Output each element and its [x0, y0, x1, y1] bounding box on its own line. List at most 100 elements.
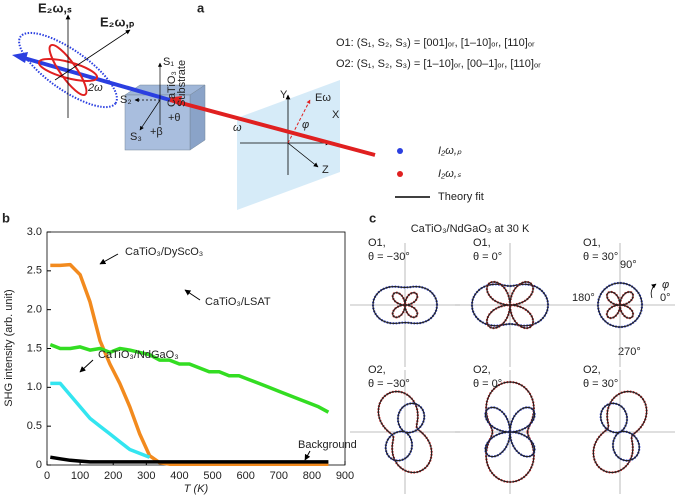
- pattern-p: [18, 31, 118, 109]
- plot-label: O1,: [583, 237, 601, 249]
- y-tick-label: 1.5: [27, 342, 42, 354]
- beta: +β: [150, 126, 163, 138]
- s1: S₁: [163, 56, 174, 68]
- legend-label: I₂ω,ₛ: [438, 168, 462, 180]
- series-annotation: CaTiO₃/LSAT: [205, 296, 271, 308]
- e-2w-s: E₂ω,ₛ: [38, 0, 72, 15]
- plot-label: O1,: [368, 237, 386, 249]
- legend-label: Theory fit: [438, 191, 484, 203]
- polar-fit: [392, 292, 418, 318]
- two-omega: 2ω: [87, 82, 103, 94]
- e-2w-p: E₂ω,ₚ: [100, 14, 135, 29]
- panel-b: b T (K) SHG intensity (arb. unit) 0 0.5 1.…: [2, 210, 357, 494]
- e-field: [287, 99, 311, 144]
- y-tick-label: 1.0: [27, 381, 42, 393]
- panel-a: a O1: (S₁, S₂, S₃) = [001]ₒᵣ, [1‒10]ₒᵣ, …: [12, 0, 541, 210]
- s2: S₂: [120, 94, 132, 106]
- x-tick-label: 800: [303, 470, 321, 482]
- phi: φ: [302, 119, 309, 131]
- y-axis-title: SHG intensity (arb. unit): [3, 289, 15, 406]
- panel-label: c: [369, 210, 376, 225]
- x-tick-label: 600: [236, 470, 254, 482]
- legend-label: I₂ω,ₚ: [438, 145, 462, 157]
- series-line: [50, 381, 151, 459]
- annotation-arrow: [184, 289, 201, 301]
- x-tick-label: 300: [137, 470, 155, 482]
- x-tick-label: 500: [203, 470, 221, 482]
- polar-fit: [471, 283, 549, 327]
- plane: [237, 80, 340, 210]
- z-axis: [287, 142, 319, 168]
- angle-label: 270°: [618, 346, 641, 358]
- angle-label: 0°: [660, 292, 671, 304]
- plot-label: θ = −30°: [368, 251, 410, 263]
- plot-label: θ = 0°: [473, 378, 502, 390]
- e-p-axis: [54, 29, 131, 81]
- pattern-s: [37, 58, 99, 82]
- s3-axis: [139, 99, 161, 131]
- beam-head: [12, 52, 28, 63]
- e-omega: Eω: [315, 92, 331, 104]
- axis-y: Y: [280, 89, 288, 101]
- axis-x: X: [332, 109, 340, 121]
- cube-side: [189, 84, 206, 151]
- annotation-arrow: [304, 450, 311, 461]
- s3: S₃: [130, 131, 142, 143]
- series-annotation: Background: [298, 439, 357, 451]
- series-annotation: CaTiO₃/DyScO₃: [125, 246, 203, 258]
- series-line: [50, 455, 329, 464]
- polar-fit: [592, 390, 648, 474]
- annotation-arrow: [99, 253, 119, 265]
- x-tick-label: 200: [104, 470, 122, 482]
- x-axis-title: T (K): [184, 483, 209, 495]
- x-tick-label: 400: [170, 470, 188, 482]
- plot-label: O2,: [473, 364, 491, 376]
- plot-label: θ = 30°: [583, 251, 618, 263]
- polar-fit: [606, 291, 634, 319]
- omega: ω: [233, 122, 242, 134]
- panel-label: a: [197, 0, 205, 15]
- legend-marker: [397, 171, 403, 177]
- y-tick-label: 2.0: [27, 304, 42, 316]
- phi-arrow: [650, 283, 657, 299]
- polar-fit: [372, 285, 438, 325]
- y-tick-label: 3.0: [27, 226, 42, 238]
- theta: +θ: [168, 112, 181, 124]
- y-tick-label: 0.5: [27, 420, 42, 432]
- orientation-o2: O2: (S₁, S₂, S₃) = [1‒10]ₒᵣ, [00‒1]ₒᵣ, […: [336, 58, 541, 70]
- angle-label: 90°: [620, 259, 637, 271]
- y-tick-label: 0: [36, 459, 42, 471]
- polar-fit: [597, 282, 643, 328]
- series-line: [49, 342, 330, 414]
- polar-fit: [600, 402, 640, 462]
- y-tick-label: 2.5: [27, 265, 42, 277]
- substrate-label: Substrate: [176, 60, 188, 107]
- x-tick-label: 0: [44, 470, 50, 482]
- polar-fit: [377, 390, 433, 474]
- panel-c: c CaTiO₃/NdGaO₃ at 30 K 90° 180° 0° 270°…: [350, 210, 675, 494]
- panel-title: CaTiO₃/NdGaO₃ at 30 K: [411, 223, 530, 235]
- plot-label: θ = −30°: [368, 378, 410, 390]
- incident-beam: [169, 98, 376, 157]
- angle-label: 180°: [572, 292, 595, 304]
- series-line: [50, 262, 329, 466]
- pattern-s: [48, 44, 88, 96]
- polar-fit: [486, 281, 534, 329]
- phi: φ: [662, 279, 669, 291]
- substrate-label: CaTiO₃: [166, 71, 178, 107]
- plot-label: O2,: [368, 364, 386, 376]
- polar-fit: [385, 402, 425, 462]
- series-annotation: CaTiO₃/NdGaO₃: [98, 349, 179, 361]
- plot-label: θ = 0°: [473, 251, 502, 263]
- x-tick-label: 100: [71, 470, 89, 482]
- x-tick-label: 700: [270, 470, 288, 482]
- panel-label: b: [2, 210, 10, 225]
- axis-z: Z: [322, 164, 329, 176]
- plot-label: O1,: [473, 237, 491, 249]
- orientation-o1: O1: (S₁, S₂, S₃) = [001]ₒᵣ, [1‒10]ₒᵣ, [1…: [336, 37, 535, 49]
- polar-fit: [484, 406, 536, 458]
- x-tick-label: 900: [336, 470, 354, 482]
- plot-label: θ = 30°: [583, 378, 618, 390]
- plot-label: O2,: [583, 364, 601, 376]
